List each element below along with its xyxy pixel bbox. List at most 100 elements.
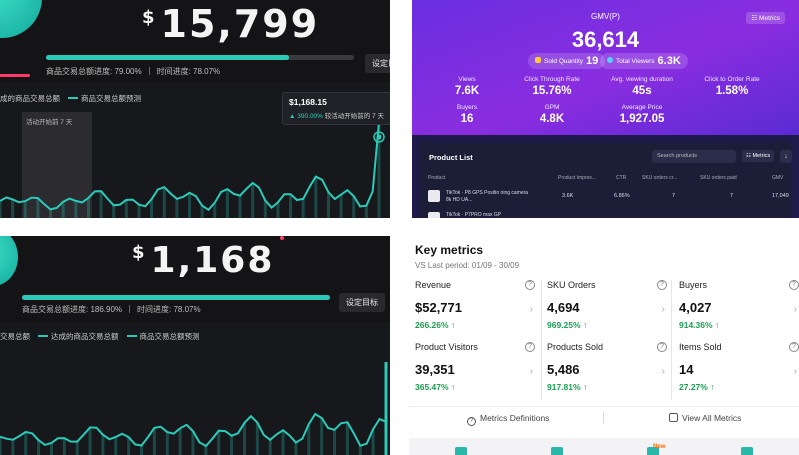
chart-bar (263, 200, 267, 218)
chart-bar (23, 201, 27, 218)
download-icon[interactable]: ↓ (780, 150, 792, 163)
help-icon[interactable]: ? (789, 342, 799, 352)
column-gmv[interactable]: GMV (772, 175, 784, 181)
chart-bar (307, 424, 311, 455)
help-icon[interactable]: ? (789, 280, 799, 290)
gmv-progress-fill (22, 295, 330, 300)
gmv-line-chart: 成的商品交易总额 商品交易总额预测 活动开始前 7 天 $1,168.15 ▲ 3… (0, 82, 390, 218)
metrics-definitions-link[interactable]: ? Metrics Definitions (467, 413, 549, 426)
progress-text: 商品交易总额进度: 186.90% 时间进度: 78.07% (22, 304, 201, 315)
chart-bar (371, 429, 375, 455)
gmv-value: 36,614 (571, 27, 640, 52)
comparison-period: VS Last period: 01/09 - 30/09 (415, 261, 520, 270)
live-stream-metrics-panel: GMV(P) 36,614 ☷ Metrics Sold Quantity 19 … (412, 0, 799, 218)
chart-bar (326, 192, 330, 218)
column-product[interactable]: Product (428, 175, 446, 181)
metric-products-sold[interactable]: Products Sold? 5,486 › 917.81% ↑ (547, 342, 667, 392)
chart-bar (11, 439, 15, 455)
new-badge: New (653, 444, 666, 450)
metric-change: 914.36% ↑ (679, 320, 720, 330)
view-all-metrics-link[interactable]: View All Metrics (669, 413, 741, 423)
metric-change: 27.27% ↑ (679, 382, 715, 392)
gmv-progress-bar (22, 295, 330, 300)
gmv-label: GMV(P) (591, 12, 620, 21)
chart-bar (0, 436, 2, 455)
chart-bar (127, 437, 131, 455)
metric-items-sold[interactable]: Items Sold? 14 › 27.27% ↑ (679, 342, 799, 392)
cell-impressions: 3.6K (562, 193, 574, 199)
help-icon[interactable]: ? (657, 342, 667, 352)
hover-marker (373, 131, 385, 143)
nav-icon[interactable] (551, 447, 563, 455)
chart-bar (140, 445, 144, 455)
chevron-right-icon: › (661, 366, 665, 377)
gmv-total-value: $1,168 (132, 240, 275, 281)
chart-bar (124, 199, 128, 218)
help-icon[interactable]: ? (657, 280, 667, 290)
chart-bar (225, 189, 229, 218)
column-ctr[interactable]: CTR (616, 175, 627, 181)
column-sku-orders-paid[interactable]: SKU orders paid (700, 175, 737, 181)
chart-bars (0, 122, 381, 218)
metric-revenue[interactable]: Revenue? $52,771 › 266.26% ↑ (415, 280, 535, 330)
chart-bar (162, 187, 166, 218)
nav-icon[interactable] (455, 447, 467, 455)
legend-dashed-label: 商品交易总额预测 (81, 94, 141, 103)
help-icon[interactable]: ? (525, 342, 535, 352)
product-metrics-button[interactable]: ☷ Metrics (742, 150, 775, 162)
chart-bar (86, 197, 90, 218)
nav-icon[interactable] (647, 447, 659, 455)
set-target-button[interactable]: 设定目标 (339, 293, 385, 312)
chart-bar (377, 122, 381, 218)
gmv-progress-label: 商品交易总额进度: 79.00% (46, 67, 142, 76)
progress-text: 商品交易总额进度: 79.00% 时间进度: 78.07% (46, 66, 220, 77)
cell-orders-created: 7 (672, 193, 676, 199)
metrics-button[interactable]: ☷ Metrics (746, 12, 785, 24)
product-name: TikTok · P7PRO max GP (446, 212, 502, 218)
set-target-button[interactable]: 设定目 (365, 54, 390, 73)
decorative-teal-blob (0, 236, 18, 286)
total-viewers-pill: Total Viewers 6.3K (600, 53, 688, 69)
chart-bar (251, 182, 255, 218)
column-sku-orders-created[interactable]: SKU orders cr... (642, 175, 678, 181)
product-search-input[interactable]: Search products (652, 150, 736, 163)
chart-bar (358, 445, 362, 455)
chart-bars (0, 417, 388, 455)
product-list: Product List Search products ☷ Metrics ↓… (420, 142, 792, 218)
sold-quantity-icon (535, 57, 541, 63)
hover-marker-dot (376, 134, 382, 140)
metric-buyers[interactable]: Buyers? 4,027 › 914.36% ↑ (679, 280, 799, 330)
chart-bar (268, 439, 272, 455)
chart-bar (204, 446, 208, 455)
table-row[interactable]: TikTok · P8 GPS Positio ning camera 8k H… (420, 188, 791, 204)
chart-bar (74, 200, 78, 218)
sold-quantity-pill: Sold Quantity 19 (528, 53, 606, 69)
metric-sku-orders[interactable]: SKU Orders? 4,694 › 969.25% ↑ (547, 280, 667, 330)
chart-legend: 交易总额 达成的商品交易总额 商品交易总额预测 (0, 331, 200, 342)
chart-svg (0, 362, 388, 455)
product-thumbnail (428, 212, 440, 218)
metric-product-visitors[interactable]: Product Visitors? 39,351 › 365.47% ↑ (415, 342, 535, 392)
metric-change: 969.25% ↑ (547, 320, 588, 330)
chevron-right-icon: › (529, 304, 533, 315)
chart-bar (0, 201, 2, 218)
chart-legend: 成的商品交易总额 商品交易总额预测 (0, 93, 141, 104)
product-thumbnail (428, 190, 440, 202)
cell-gmv: 17,049 (772, 193, 789, 199)
tooltip-value: $1,168.15 (289, 97, 327, 107)
nav-icon[interactable] (741, 447, 753, 455)
table-row[interactable]: TikTok · P7PRO max GP (420, 210, 791, 218)
chart-bar (289, 194, 293, 218)
chart-bar (352, 196, 356, 218)
kpi-buyers: Buyers 16 (456, 104, 478, 125)
chart-bar (364, 205, 368, 218)
chart-bar (217, 430, 221, 455)
help-icon[interactable]: ? (525, 280, 535, 290)
column-impressions[interactable]: Product Impres... (558, 175, 597, 181)
kpi-gpm: GPM 4.8K (539, 104, 565, 125)
chart-bar (62, 438, 66, 455)
gmv-total-value: $15,799 (142, 2, 320, 46)
time-progress-label: 时间进度: 78.07% (156, 67, 221, 76)
gmv-progress-label: 商品交易总额进度: 186.90% (22, 305, 123, 314)
legend-solid-label: 达成的商品交易总额 (51, 332, 119, 341)
